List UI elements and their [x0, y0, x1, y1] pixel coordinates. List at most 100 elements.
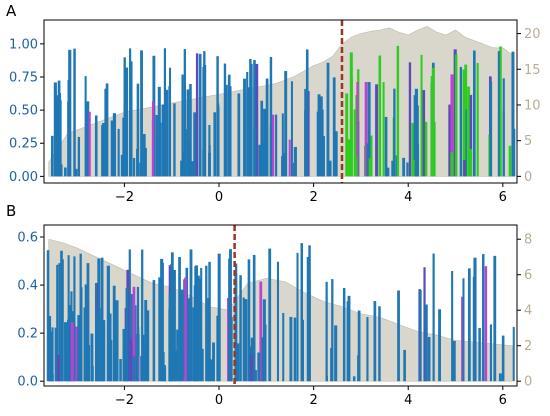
- b-x-tick-label: 6: [499, 393, 507, 408]
- b-bar: [56, 354, 61, 382]
- a-bar: [335, 131, 338, 177]
- b-bar: [207, 335, 211, 382]
- a-bar: [332, 77, 336, 177]
- b-bar: [176, 329, 179, 382]
- a-bar: [281, 113, 284, 177]
- b-bar: [352, 376, 356, 382]
- b-bar: [249, 354, 253, 382]
- a-bar: [86, 101, 90, 177]
- a-bar: [364, 82, 368, 177]
- b-bar: [86, 263, 90, 382]
- panel-b-label: B: [6, 202, 16, 220]
- a-bar: [260, 100, 264, 177]
- a-bar: [161, 104, 165, 177]
- a-bar: [391, 160, 394, 177]
- a-bar: [476, 63, 479, 177]
- b-bar: [185, 310, 189, 382]
- a-bar: [186, 89, 190, 177]
- b-bar: [122, 350, 125, 382]
- b-bar: [346, 301, 350, 382]
- b-bar: [373, 301, 377, 382]
- a-bar: [261, 141, 264, 177]
- b-bar: [64, 350, 67, 382]
- a-left-tick-label: 1.00: [9, 37, 38, 52]
- a-bar: [288, 139, 291, 177]
- a-bar: [382, 82, 385, 177]
- b-bar: [194, 266, 197, 382]
- b-bar: [184, 277, 187, 382]
- a-bar: [328, 160, 332, 177]
- a-bar: [408, 62, 412, 177]
- a-bar: [366, 143, 369, 177]
- a-bar: [422, 90, 426, 177]
- b-bar: [170, 252, 174, 382]
- a-bar: [54, 91, 57, 177]
- b-bar: [244, 299, 248, 382]
- a-bar: [156, 138, 159, 177]
- b-bar: [262, 299, 266, 382]
- a-bar: [464, 109, 467, 177]
- a-bar: [182, 151, 186, 177]
- a-bar: [367, 82, 371, 177]
- a-bar: [85, 128, 88, 177]
- b-bar: [158, 277, 161, 382]
- b-bar: [212, 342, 215, 382]
- b-right-tick-label: 4: [524, 304, 532, 319]
- a-bar: [243, 78, 246, 177]
- b-bar: [140, 355, 143, 382]
- a-bar: [64, 167, 67, 177]
- a-left-tick-label: 0.25: [9, 137, 38, 152]
- a-bar: [508, 145, 512, 177]
- a-bar: [319, 96, 323, 177]
- b-bar: [115, 300, 119, 382]
- b-bar: [48, 335, 52, 382]
- a-bar: [378, 55, 382, 177]
- a-bar: [136, 83, 140, 177]
- b-bar: [432, 253, 435, 382]
- a-bar: [430, 76, 433, 177]
- b-bar: [46, 250, 50, 382]
- a-bar: [120, 154, 124, 177]
- a-bar: [191, 161, 194, 177]
- b-right-tick-label: 6: [524, 268, 532, 283]
- a-left-tick-label: 0.00: [9, 170, 38, 185]
- b-left-tick-label: 0.0: [17, 375, 38, 390]
- b-bar: [130, 294, 133, 382]
- a-bar: [130, 143, 133, 177]
- a-bar: [101, 125, 104, 177]
- b-bar: [259, 281, 263, 382]
- b-bar: [146, 310, 150, 382]
- b-bar: [482, 254, 485, 382]
- b-bar: [462, 278, 465, 382]
- b-bar: [397, 290, 400, 382]
- b-bar: [293, 317, 297, 382]
- panel-b-right-ticks: 0 2 4 6 8: [517, 233, 532, 390]
- a-bar: [132, 157, 136, 177]
- b-bar: [423, 267, 426, 382]
- b-bar: [75, 326, 78, 382]
- a-bar: [322, 136, 325, 177]
- b-bar: [132, 356, 135, 382]
- panel-b-left-ticks: 0.0 0.2 0.4 0.6: [17, 231, 44, 390]
- a-bar: [56, 95, 59, 177]
- a-bar: [249, 64, 253, 177]
- b-bar: [427, 337, 431, 382]
- b-bar: [234, 263, 238, 382]
- b-bar: [94, 283, 98, 382]
- a-bar: [128, 48, 132, 177]
- b-bar: [142, 346, 146, 382]
- a-bar: [467, 86, 470, 177]
- a-bar: [375, 84, 379, 177]
- b-bar: [424, 304, 428, 382]
- a-bar: [216, 107, 220, 177]
- b-bar: [125, 288, 129, 382]
- b-bar: [129, 339, 133, 382]
- b-bar: [144, 300, 148, 382]
- a-bar: [450, 74, 454, 177]
- a-bar: [304, 88, 308, 177]
- a-bar: [112, 113, 117, 177]
- a-bar: [317, 94, 321, 177]
- a-bar: [193, 112, 196, 177]
- b-bar: [257, 352, 261, 382]
- a-bar: [384, 116, 388, 177]
